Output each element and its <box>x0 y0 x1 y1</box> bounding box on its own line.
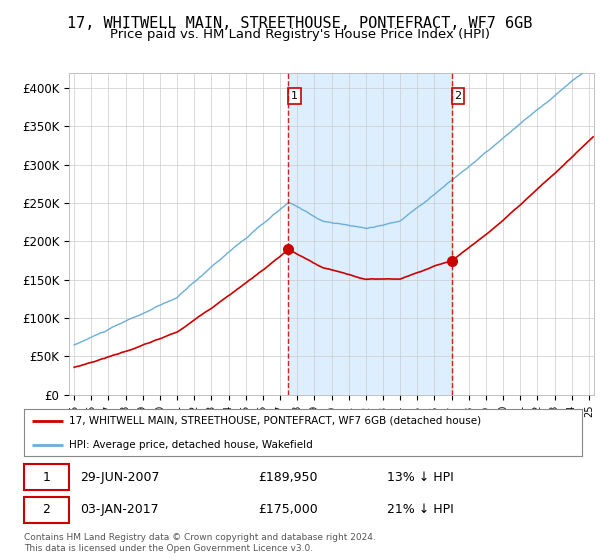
Text: 17, WHITWELL MAIN, STREETHOUSE, PONTEFRACT, WF7 6GB (detached house): 17, WHITWELL MAIN, STREETHOUSE, PONTEFRA… <box>68 416 481 426</box>
Text: 1: 1 <box>291 91 298 101</box>
FancyBboxPatch shape <box>24 497 68 523</box>
FancyBboxPatch shape <box>24 464 68 490</box>
Text: £175,000: £175,000 <box>259 503 318 516</box>
Text: £189,950: £189,950 <box>259 470 318 483</box>
Text: 13% ↓ HPI: 13% ↓ HPI <box>387 470 454 483</box>
Text: Contains HM Land Registry data © Crown copyright and database right 2024.
This d: Contains HM Land Registry data © Crown c… <box>24 533 376 553</box>
Text: 1: 1 <box>43 470 50 483</box>
Text: Price paid vs. HM Land Registry's House Price Index (HPI): Price paid vs. HM Land Registry's House … <box>110 28 490 41</box>
Text: 03-JAN-2017: 03-JAN-2017 <box>80 503 158 516</box>
Text: 17, WHITWELL MAIN, STREETHOUSE, PONTEFRACT, WF7 6GB: 17, WHITWELL MAIN, STREETHOUSE, PONTEFRA… <box>67 16 533 31</box>
Text: 2: 2 <box>454 91 461 101</box>
Bar <box>289 73 452 395</box>
Text: 21% ↓ HPI: 21% ↓ HPI <box>387 503 454 516</box>
Text: 29-JUN-2007: 29-JUN-2007 <box>80 470 160 483</box>
Text: 2: 2 <box>43 503 50 516</box>
Text: HPI: Average price, detached house, Wakefield: HPI: Average price, detached house, Wake… <box>68 440 313 450</box>
